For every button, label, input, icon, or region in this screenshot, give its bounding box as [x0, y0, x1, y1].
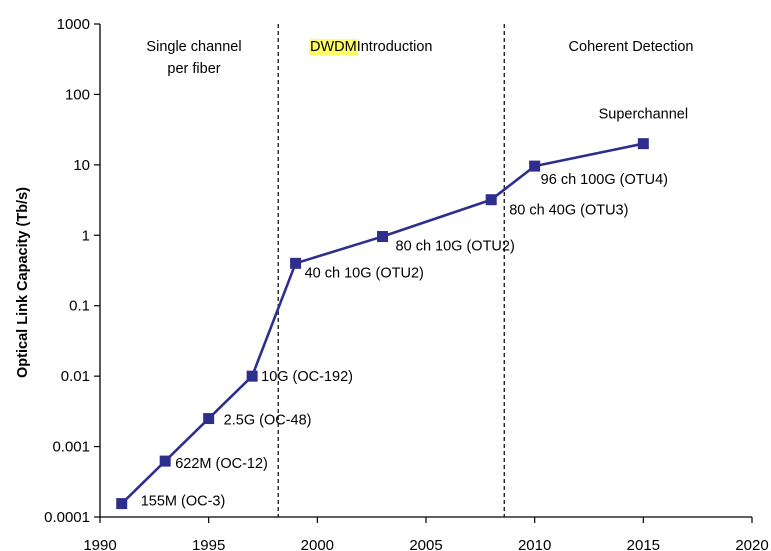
data-point-label: 40 ch 10G (OTU2) [305, 265, 424, 281]
point-labels: 155M (OC-3) 622M (OC-12) 2.5G (OC-48) 10G (… [141, 107, 688, 510]
series-line [120, 142, 644, 505]
data-point-marker [159, 455, 171, 467]
y-tick-label: 0.01 [61, 368, 90, 385]
x-tick-label: 2020 [735, 537, 768, 551]
data-point-marker [246, 370, 258, 382]
y-tick-label: 10 [73, 157, 90, 174]
dwdm-highlight-box [309, 39, 358, 55]
y-axis-label: Optical Link Capacity (Tb/s) [15, 187, 31, 378]
data-point-marker [485, 194, 497, 206]
y-tick-label: 0.1 [69, 298, 90, 315]
data-point-label: 80 ch 40G (OTU3) [509, 203, 628, 219]
axes: 0.0001 0.001 0.01 0.1 1 10 100 1000 1990 1995 2000… [15, 16, 769, 551]
x-tick-label: 2015 [627, 537, 660, 551]
x-tick-label: 2000 [301, 537, 334, 551]
data-point-marker [290, 257, 302, 269]
data-point-label: 10G (OC-192) [261, 369, 353, 385]
x-tick-label: 1990 [83, 537, 116, 551]
region-label-single-channel: Single channel [146, 39, 241, 55]
era-dividers [277, 24, 505, 517]
x-tick-label: 2010 [518, 537, 551, 551]
data-point-label: 622M (OC-12) [175, 456, 268, 472]
data-point-marker [529, 160, 541, 172]
region-label-dwdm-highlight: DWDM [310, 39, 357, 55]
data-point-marker [203, 413, 215, 425]
data-point-marker [637, 138, 649, 150]
data-point-label: 2.5G (OC-48) [224, 413, 312, 429]
annotation-superchannel: Superchannel [599, 107, 689, 123]
x-tick-label: 1995 [192, 537, 225, 551]
data-point-marker [377, 231, 389, 243]
region-label-coherent: Coherent Detection [569, 39, 694, 55]
y-tick-label: 100 [65, 86, 90, 103]
y-tick-label: 0.0001 [44, 509, 90, 526]
region-label-per-fiber: per fiber [167, 61, 220, 77]
era-labels: Single channel per fiber DWDM Introduction… [146, 39, 693, 77]
data-point-marker [116, 498, 128, 510]
region-label-introduction: Introduction [357, 39, 433, 55]
capacity-series [116, 138, 649, 510]
data-point-label: 155M (OC-3) [141, 494, 226, 510]
x-tick-label: 2005 [409, 537, 442, 551]
data-point-label: 96 ch 100G (OTU4) [541, 172, 668, 188]
data-point-label: 80 ch 10G (OTU2) [396, 239, 515, 255]
y-tick-label: 0.001 [52, 439, 90, 456]
y-tick-label: 1000 [57, 16, 90, 33]
y-tick-label: 1 [82, 227, 90, 244]
